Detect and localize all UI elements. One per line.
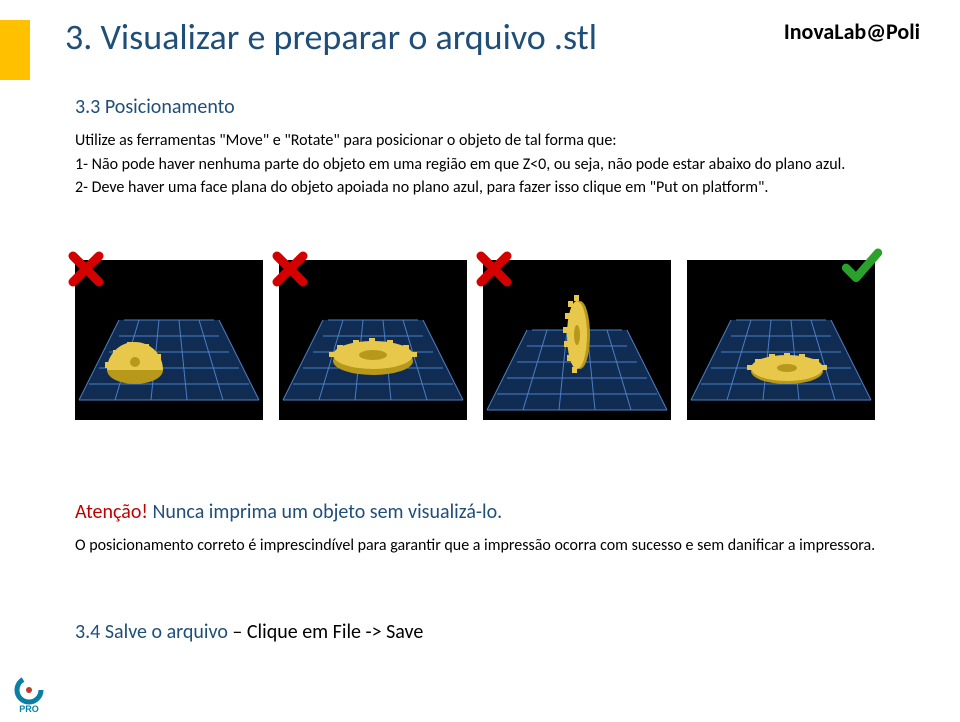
example-panel-3 [483,260,671,420]
cross-icon [473,248,515,290]
attention-text: Nunca imprima um objeto sem visualizá-lo… [152,500,502,524]
save-rest: – Clique em File -> Save [228,620,423,644]
section-body: Utilize as ferramentas "Move" e "Rotate"… [75,130,920,201]
attention-label: Atenção! [75,500,148,524]
images-row [75,260,875,420]
bullet-2: 2- Deve haver uma face plana do objeto a… [75,177,920,199]
save-prefix: 3.4 Salve o arquivo [75,620,228,644]
page-title: 3. Visualizar e preparar o arquivo .stl [65,15,597,59]
cross-icon [269,248,311,290]
example-panel-4 [687,260,875,420]
accent-sidebar [0,20,30,80]
intro-text: Utilize as ferramentas "Move" e "Rotate"… [75,130,920,152]
brand-logo: InovaLab@Poli [784,18,920,45]
check-icon [841,246,883,288]
example-panel-2 [279,260,467,420]
bullet-1: 1- Não pode haver nenhuma parte do objet… [75,154,920,176]
cross-icon [65,248,107,290]
pro-logo-icon: PRO [10,676,48,714]
attention-body: O posicionamento correto é imprescindíve… [75,535,920,557]
attention-heading: Atenção! Nunca imprima um objeto sem vis… [75,500,502,524]
section-heading: 3.3 Posicionamento [75,95,235,119]
save-line: 3.4 Salve o arquivo – Clique em File -> … [75,620,423,644]
svg-text:PRO: PRO [19,704,39,714]
example-panel-1 [75,260,263,420]
